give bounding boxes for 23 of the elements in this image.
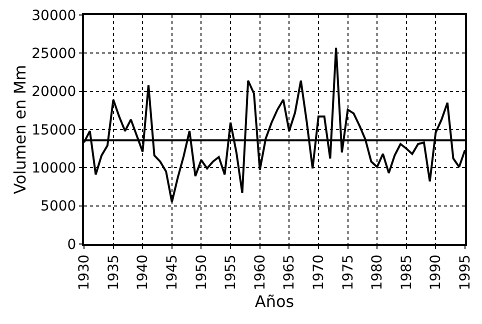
y-tick-label: 15000 <box>32 122 76 138</box>
x-tick-label: 1980 <box>370 254 386 290</box>
x-tick-label: 1960 <box>252 254 268 290</box>
y-tick-label: 30000 <box>32 8 76 24</box>
x-tick-label: 1985 <box>398 254 415 290</box>
x-tick-label: 1930 <box>76 254 93 290</box>
x-axis-title: Años <box>254 292 294 312</box>
y-tick-label: 5000 <box>40 198 76 215</box>
x-tick-label: 1950 <box>194 254 210 290</box>
y-tick-label: 20000 <box>32 84 76 100</box>
x-tick-label: 1965 <box>282 254 298 290</box>
x-tick-label: 1990 <box>428 254 444 290</box>
y-axis-title: Volumen en Mm <box>10 64 30 194</box>
x-tick-label: 1970 <box>311 254 328 290</box>
y-tick-label: 25000 <box>32 46 76 62</box>
x-tick-label: 1935 <box>106 254 122 290</box>
x-tick-label: 1995 <box>458 254 474 290</box>
x-tick-label: 1975 <box>340 254 356 290</box>
x-tick-label: 1940 <box>135 254 152 290</box>
y-tick-label: 10000 <box>32 160 76 177</box>
x-tick-label: 1945 <box>164 254 180 290</box>
y-tick-label: 0 <box>67 236 76 253</box>
x-tick-label: 1955 <box>223 254 240 290</box>
